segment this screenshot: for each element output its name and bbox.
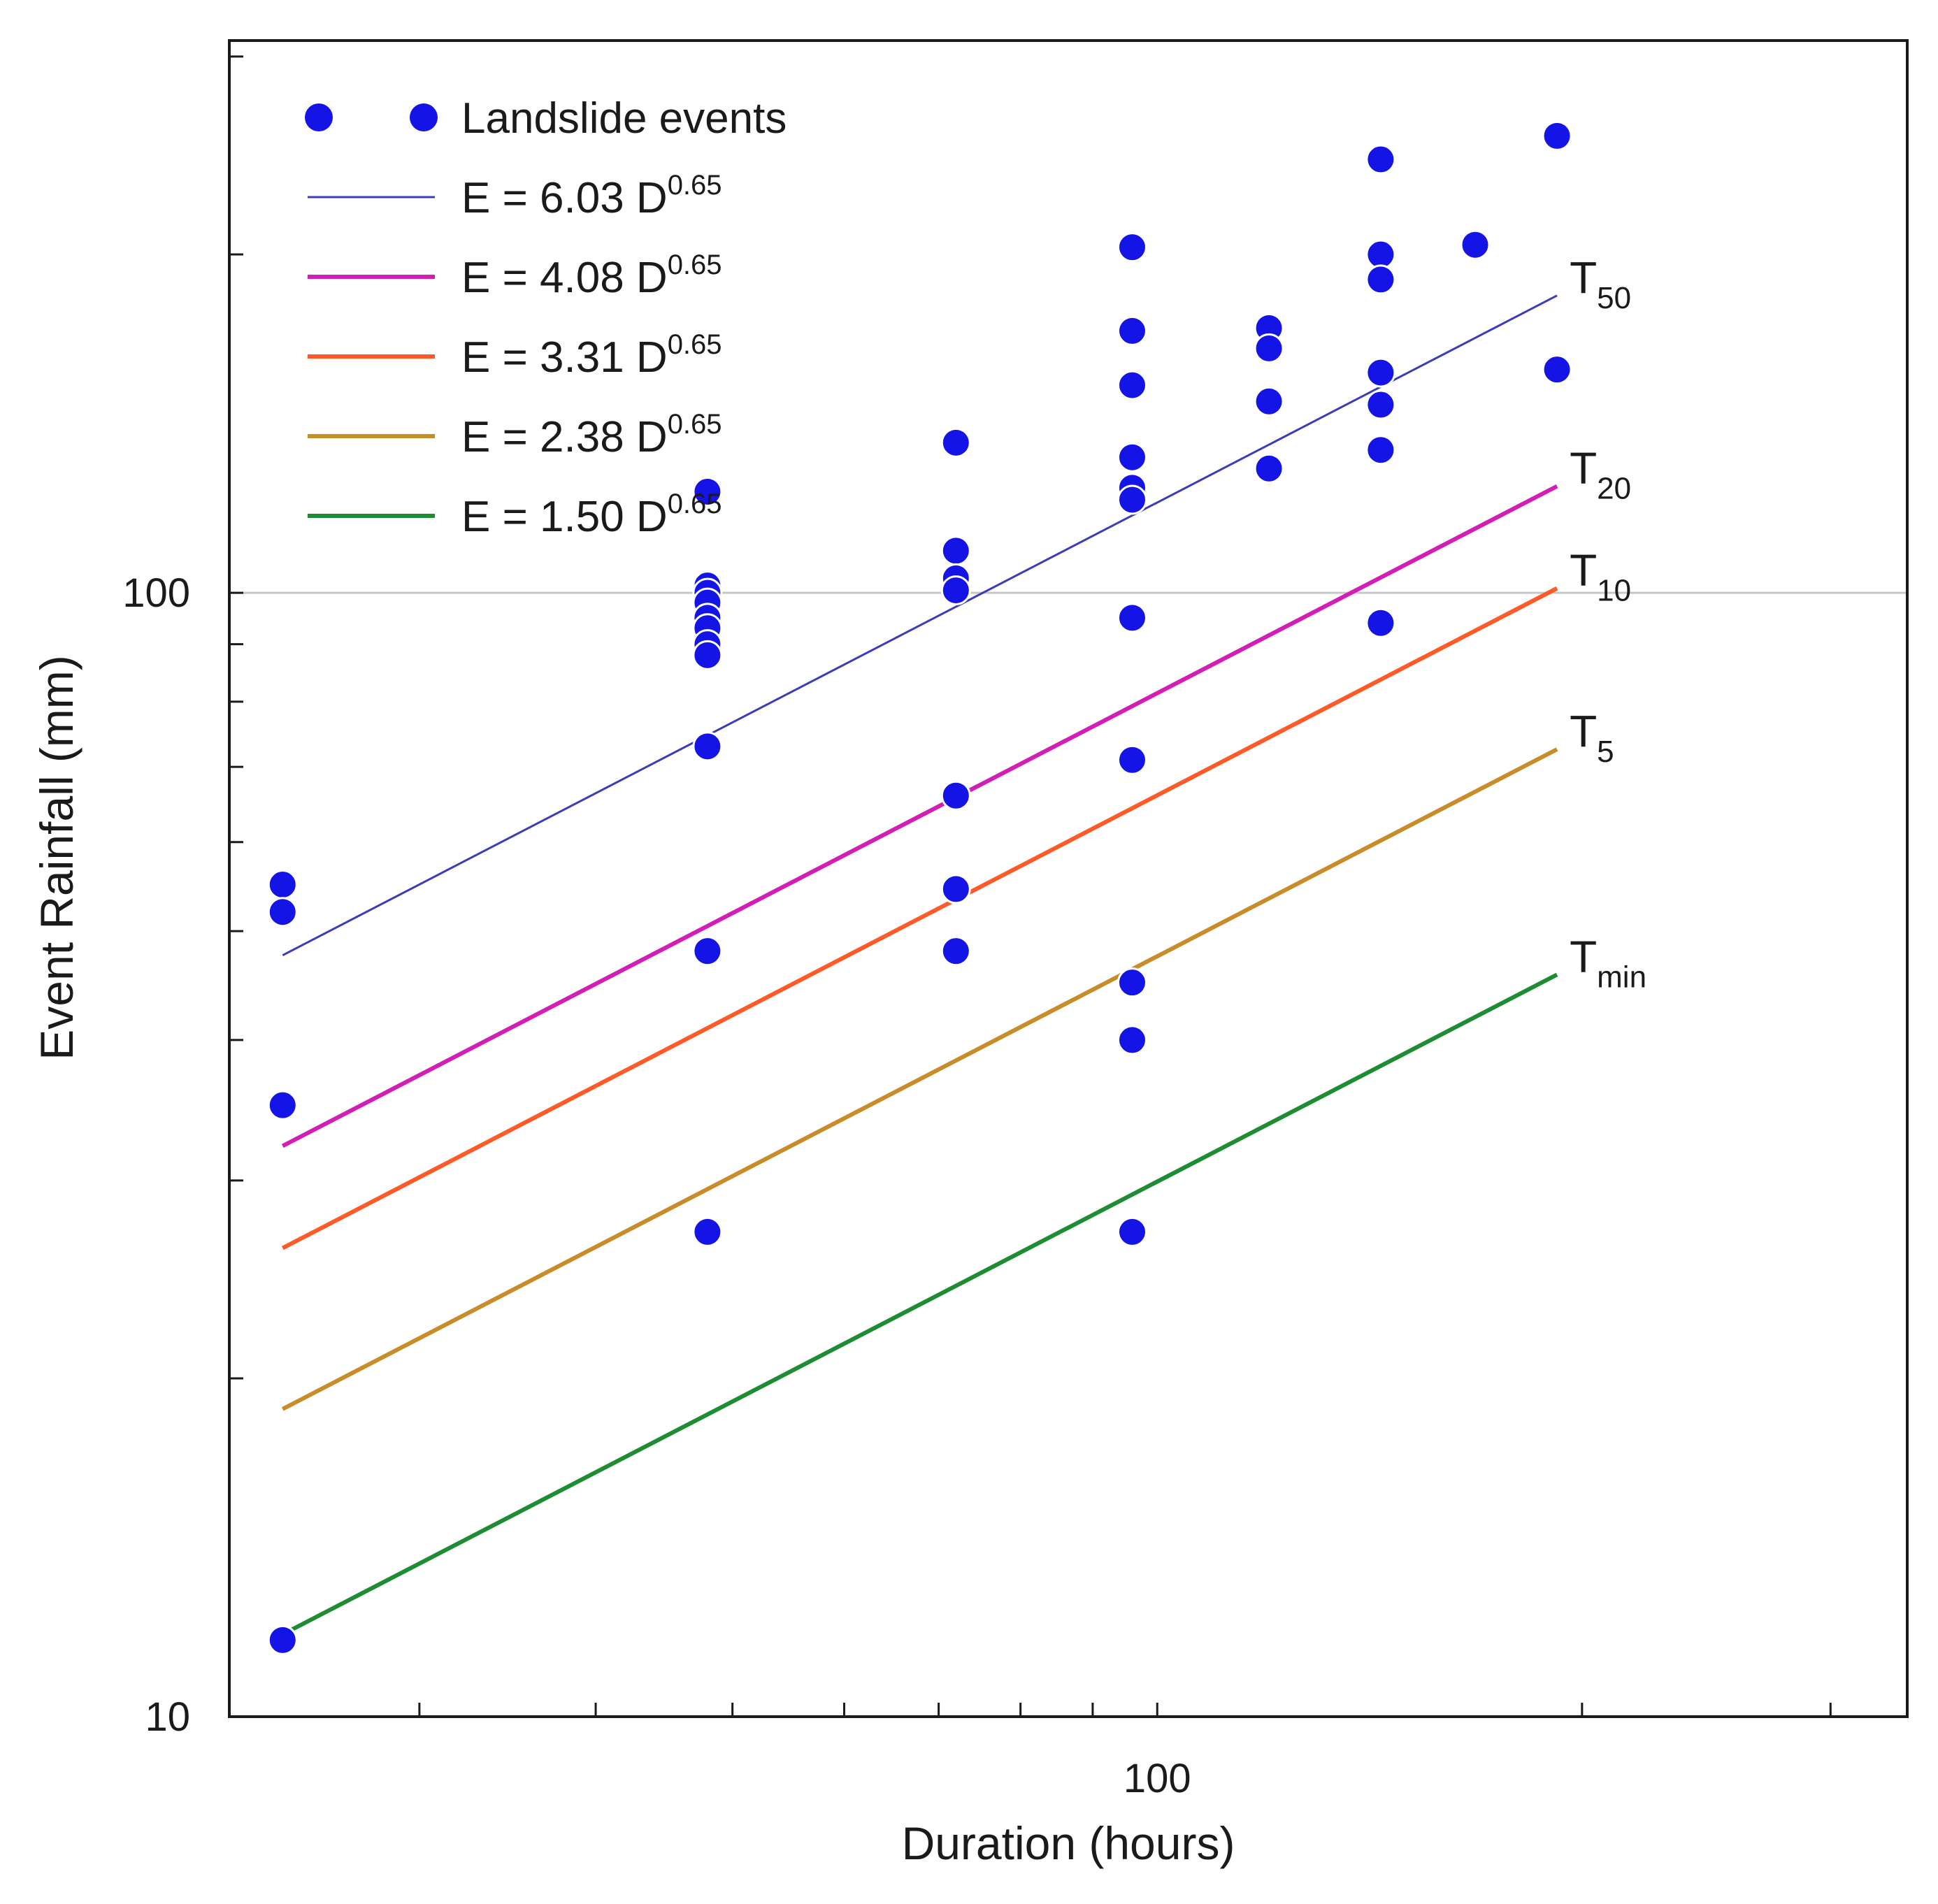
landslide-point: [940, 936, 971, 967]
landslide-point: [1460, 229, 1491, 260]
y-tick-label-10: 10: [145, 1694, 190, 1740]
landslide-point: [1117, 1216, 1147, 1247]
landslide-point: [1365, 239, 1396, 270]
landslide-point: [1365, 357, 1396, 388]
landslide-point: [692, 731, 723, 762]
landslide-point: [1117, 603, 1147, 633]
y-axis-title: Event Rainfall (mm): [31, 655, 82, 1060]
landslide-point: [1365, 264, 1396, 295]
legend-label-2: E = 4.08 D0.65: [461, 250, 722, 302]
landslide-point: [267, 870, 298, 900]
landslide-point: [1117, 370, 1147, 401]
landslide-point: [1254, 386, 1284, 417]
landslide-point: [1254, 453, 1284, 484]
axis-ticks: 100 10 100: [122, 55, 1832, 1801]
threshold-label-20: T20: [1570, 443, 1631, 506]
landslide-point: [1542, 354, 1572, 385]
threshold-label-50: T50: [1570, 252, 1631, 315]
landslide-point: [1365, 607, 1396, 638]
legend-label-5: E = 1.50 D0.65: [461, 489, 722, 541]
threshold-line-min: [281, 972, 1558, 1636]
landslide-point: [940, 535, 971, 566]
threshold-label-10: T10: [1570, 545, 1631, 608]
landslide-point: [1365, 144, 1396, 175]
threshold-label-5: T5: [1570, 706, 1614, 769]
landslide-point: [940, 780, 971, 811]
landslide-point: [692, 640, 723, 670]
landslide-point: [1254, 333, 1284, 363]
legend-label-3: E = 3.31 D0.65: [461, 329, 722, 382]
landslide-point: [692, 936, 723, 967]
x-tick-label-100: 100: [1124, 1756, 1191, 1801]
landslide-point: [940, 575, 971, 606]
threshold-line-5: [281, 747, 1558, 1411]
threshold-line-20: [281, 484, 1558, 1148]
landslide-point: [267, 897, 298, 928]
plot-frame: [228, 39, 1909, 1718]
legend-label-1: E = 6.03 D0.65: [461, 170, 722, 222]
landslide-point: [1117, 315, 1147, 346]
landslide-point: [267, 1090, 298, 1120]
landslide-point: [1117, 744, 1147, 775]
landslide-point: [692, 477, 723, 507]
threshold-label-min: Tmin: [1570, 931, 1646, 994]
landslide-point: [940, 874, 971, 904]
landslide-point: [1117, 967, 1147, 998]
legend-marker-right: [410, 103, 438, 131]
legend-label-4: E = 2.38 D0.65: [461, 409, 722, 461]
landslide-point: [1117, 442, 1147, 473]
legend-label-0: Landslide events: [461, 94, 787, 143]
legend: Landslide events E = 6.03 D0.65 E = 4.08 D…: [305, 94, 787, 541]
legend-marker-left: [305, 103, 333, 131]
threshold-lines: [281, 294, 1558, 1636]
x-axis-title: Duration (hours): [902, 1817, 1235, 1869]
landslide-point: [1365, 435, 1396, 466]
threshold-line-10: [281, 586, 1558, 1250]
landslide-point: [1365, 389, 1396, 420]
landslide-point: [1117, 232, 1147, 263]
landslide-point: [267, 1624, 298, 1655]
data-points: [267, 120, 1572, 1655]
landslide-point: [692, 1216, 723, 1247]
threshold-line-50: [282, 294, 1558, 957]
landslide-point: [1542, 120, 1572, 151]
line-labels: T50 T20 T10 T5 Tmin: [1570, 252, 1646, 995]
landslide-point: [940, 427, 971, 458]
landslide-point: [1117, 1025, 1147, 1055]
landslide-point: [1117, 484, 1147, 515]
y-tick-label-100: 100: [122, 570, 190, 616]
